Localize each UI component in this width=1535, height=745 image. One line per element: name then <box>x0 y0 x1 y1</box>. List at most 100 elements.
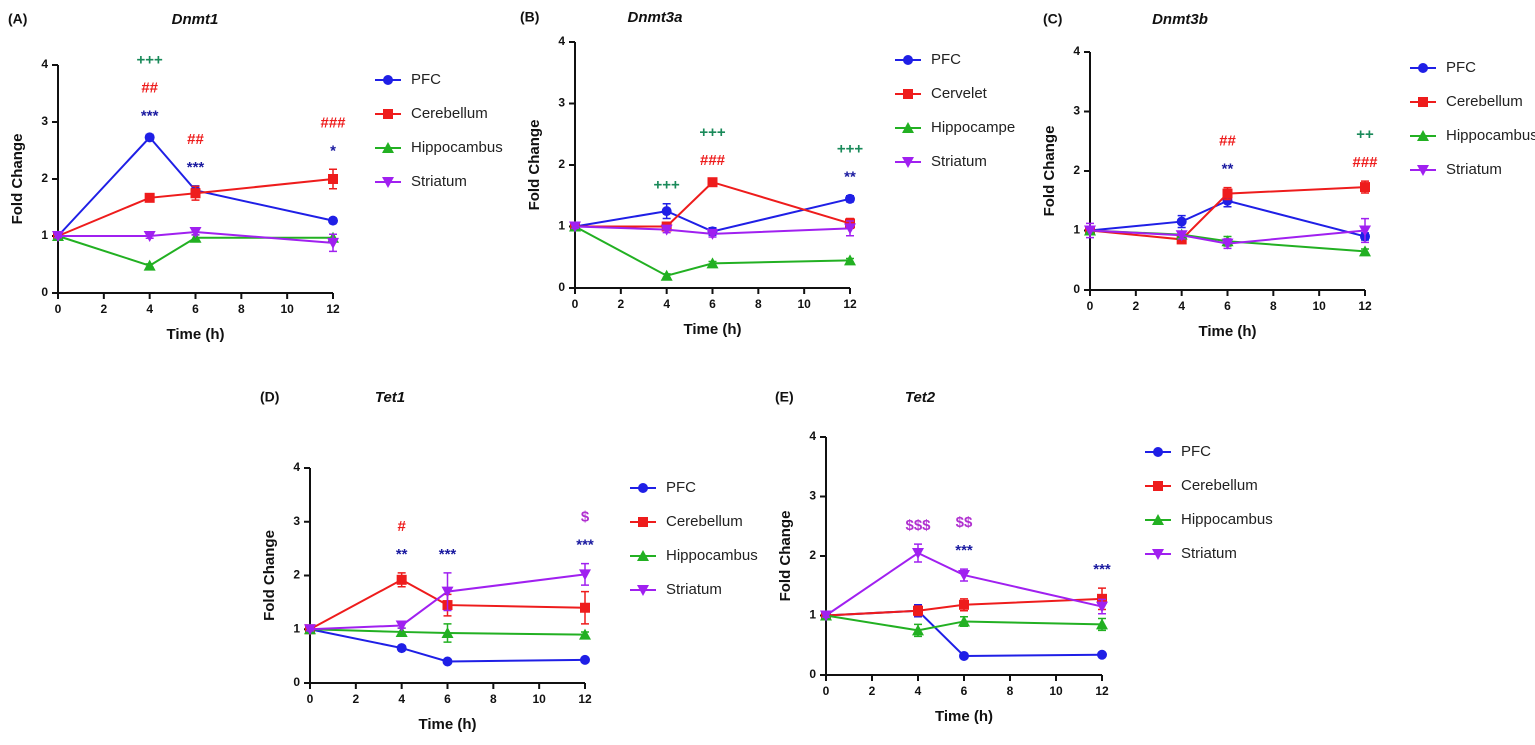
marker <box>959 599 969 610</box>
marker <box>661 206 672 217</box>
legend-label: Striatum <box>411 173 467 190</box>
x-tick-label: 6 <box>192 302 199 316</box>
marker <box>383 109 393 119</box>
panel-label: (D) <box>260 389 279 405</box>
legend-label: Striatum <box>931 153 987 170</box>
significance-label: *** <box>439 546 457 563</box>
y-tick-label: 0 <box>1073 282 1080 296</box>
series-line <box>1089 199 1366 238</box>
y-tick-label: 0 <box>558 280 565 294</box>
legend-label: Hippocambus <box>1181 511 1273 528</box>
series-line <box>575 181 851 228</box>
y-tick-label: 4 <box>558 34 565 48</box>
x-tick-label: 10 <box>280 302 294 316</box>
x-axis-label: Time (h) <box>683 321 741 338</box>
y-tick-label: 2 <box>1073 163 1080 177</box>
x-tick-label: 4 <box>663 297 670 311</box>
y-tick-label: 1 <box>809 608 816 622</box>
series-line <box>309 628 586 663</box>
significance-label: *** <box>955 542 973 559</box>
marker <box>638 517 648 527</box>
marker <box>912 548 924 560</box>
marker <box>569 221 581 233</box>
x-tick-label: 0 <box>1087 299 1094 313</box>
y-tick-label: 4 <box>293 460 300 474</box>
y-axis-label: Fold Change <box>777 511 794 602</box>
significance-label: *** <box>576 537 594 554</box>
y-axis-label: Fold Change <box>1041 126 1058 217</box>
marker <box>912 624 924 636</box>
marker <box>637 550 649 561</box>
significance-label: +++ <box>137 52 164 69</box>
x-axis-label: Time (h) <box>418 716 476 733</box>
series-line <box>58 231 334 244</box>
marker <box>52 231 64 242</box>
y-tick-label: 2 <box>41 171 48 185</box>
x-tick-label: 10 <box>797 297 811 311</box>
series-line <box>825 551 1103 617</box>
marker <box>382 177 394 188</box>
significance-label: ** <box>1222 161 1234 178</box>
marker <box>902 157 914 168</box>
legend-label: PFC <box>411 71 441 88</box>
marker <box>1153 481 1163 491</box>
series-line <box>309 628 586 636</box>
series-line <box>574 225 851 235</box>
x-tick-label: 10 <box>1049 684 1063 698</box>
marker <box>845 193 855 204</box>
x-tick-label: 8 <box>1270 299 1277 313</box>
x-tick-label: 12 <box>1358 299 1372 313</box>
significance-label: * <box>330 142 336 159</box>
y-tick-label: 2 <box>293 568 300 582</box>
marker <box>958 615 970 627</box>
series-line <box>825 614 1103 632</box>
significance-label: # <box>397 518 406 535</box>
marker <box>638 483 648 493</box>
significance-label: $$$ <box>905 517 931 534</box>
legend-label: Striatum <box>1181 545 1237 562</box>
significance-label: $ <box>581 509 590 526</box>
marker <box>903 55 913 65</box>
marker <box>1360 182 1370 193</box>
marker <box>637 585 649 596</box>
x-tick-label: 6 <box>444 692 451 706</box>
marker <box>304 624 316 636</box>
marker <box>441 586 454 598</box>
marker <box>1096 618 1108 630</box>
marker <box>580 654 590 665</box>
marker <box>1152 549 1164 560</box>
series-line <box>57 135 334 237</box>
x-tick-label: 2 <box>617 297 624 311</box>
legend-label: Cerebellum <box>1181 477 1258 494</box>
y-tick-label: 2 <box>809 548 816 562</box>
marker <box>1359 245 1371 257</box>
marker <box>580 602 590 613</box>
x-tick-label: 0 <box>55 302 62 316</box>
legend-label: Cervelet <box>931 85 988 102</box>
legend-label: PFC <box>1446 59 1476 76</box>
x-tick-label: 8 <box>238 302 245 316</box>
y-tick-label: 3 <box>293 514 300 528</box>
significance-label: *** <box>187 159 205 176</box>
y-tick-label: 3 <box>558 96 565 110</box>
marker <box>1418 63 1428 73</box>
y-tick-label: 4 <box>1073 44 1080 58</box>
y-tick-label: 3 <box>1073 104 1080 118</box>
series-line <box>574 225 851 277</box>
marker <box>1096 601 1108 613</box>
x-tick-label: 2 <box>352 692 359 706</box>
significance-label: ## <box>141 80 158 97</box>
y-axis-label: Fold Change <box>9 134 26 225</box>
marker <box>1097 649 1107 660</box>
y-tick-label: 0 <box>293 675 300 689</box>
legend-label: Cerebellum <box>1446 93 1523 110</box>
marker <box>1359 225 1371 237</box>
marker <box>328 215 338 226</box>
x-tick-label: 10 <box>532 692 546 706</box>
marker <box>660 224 673 236</box>
series-line <box>57 178 334 237</box>
